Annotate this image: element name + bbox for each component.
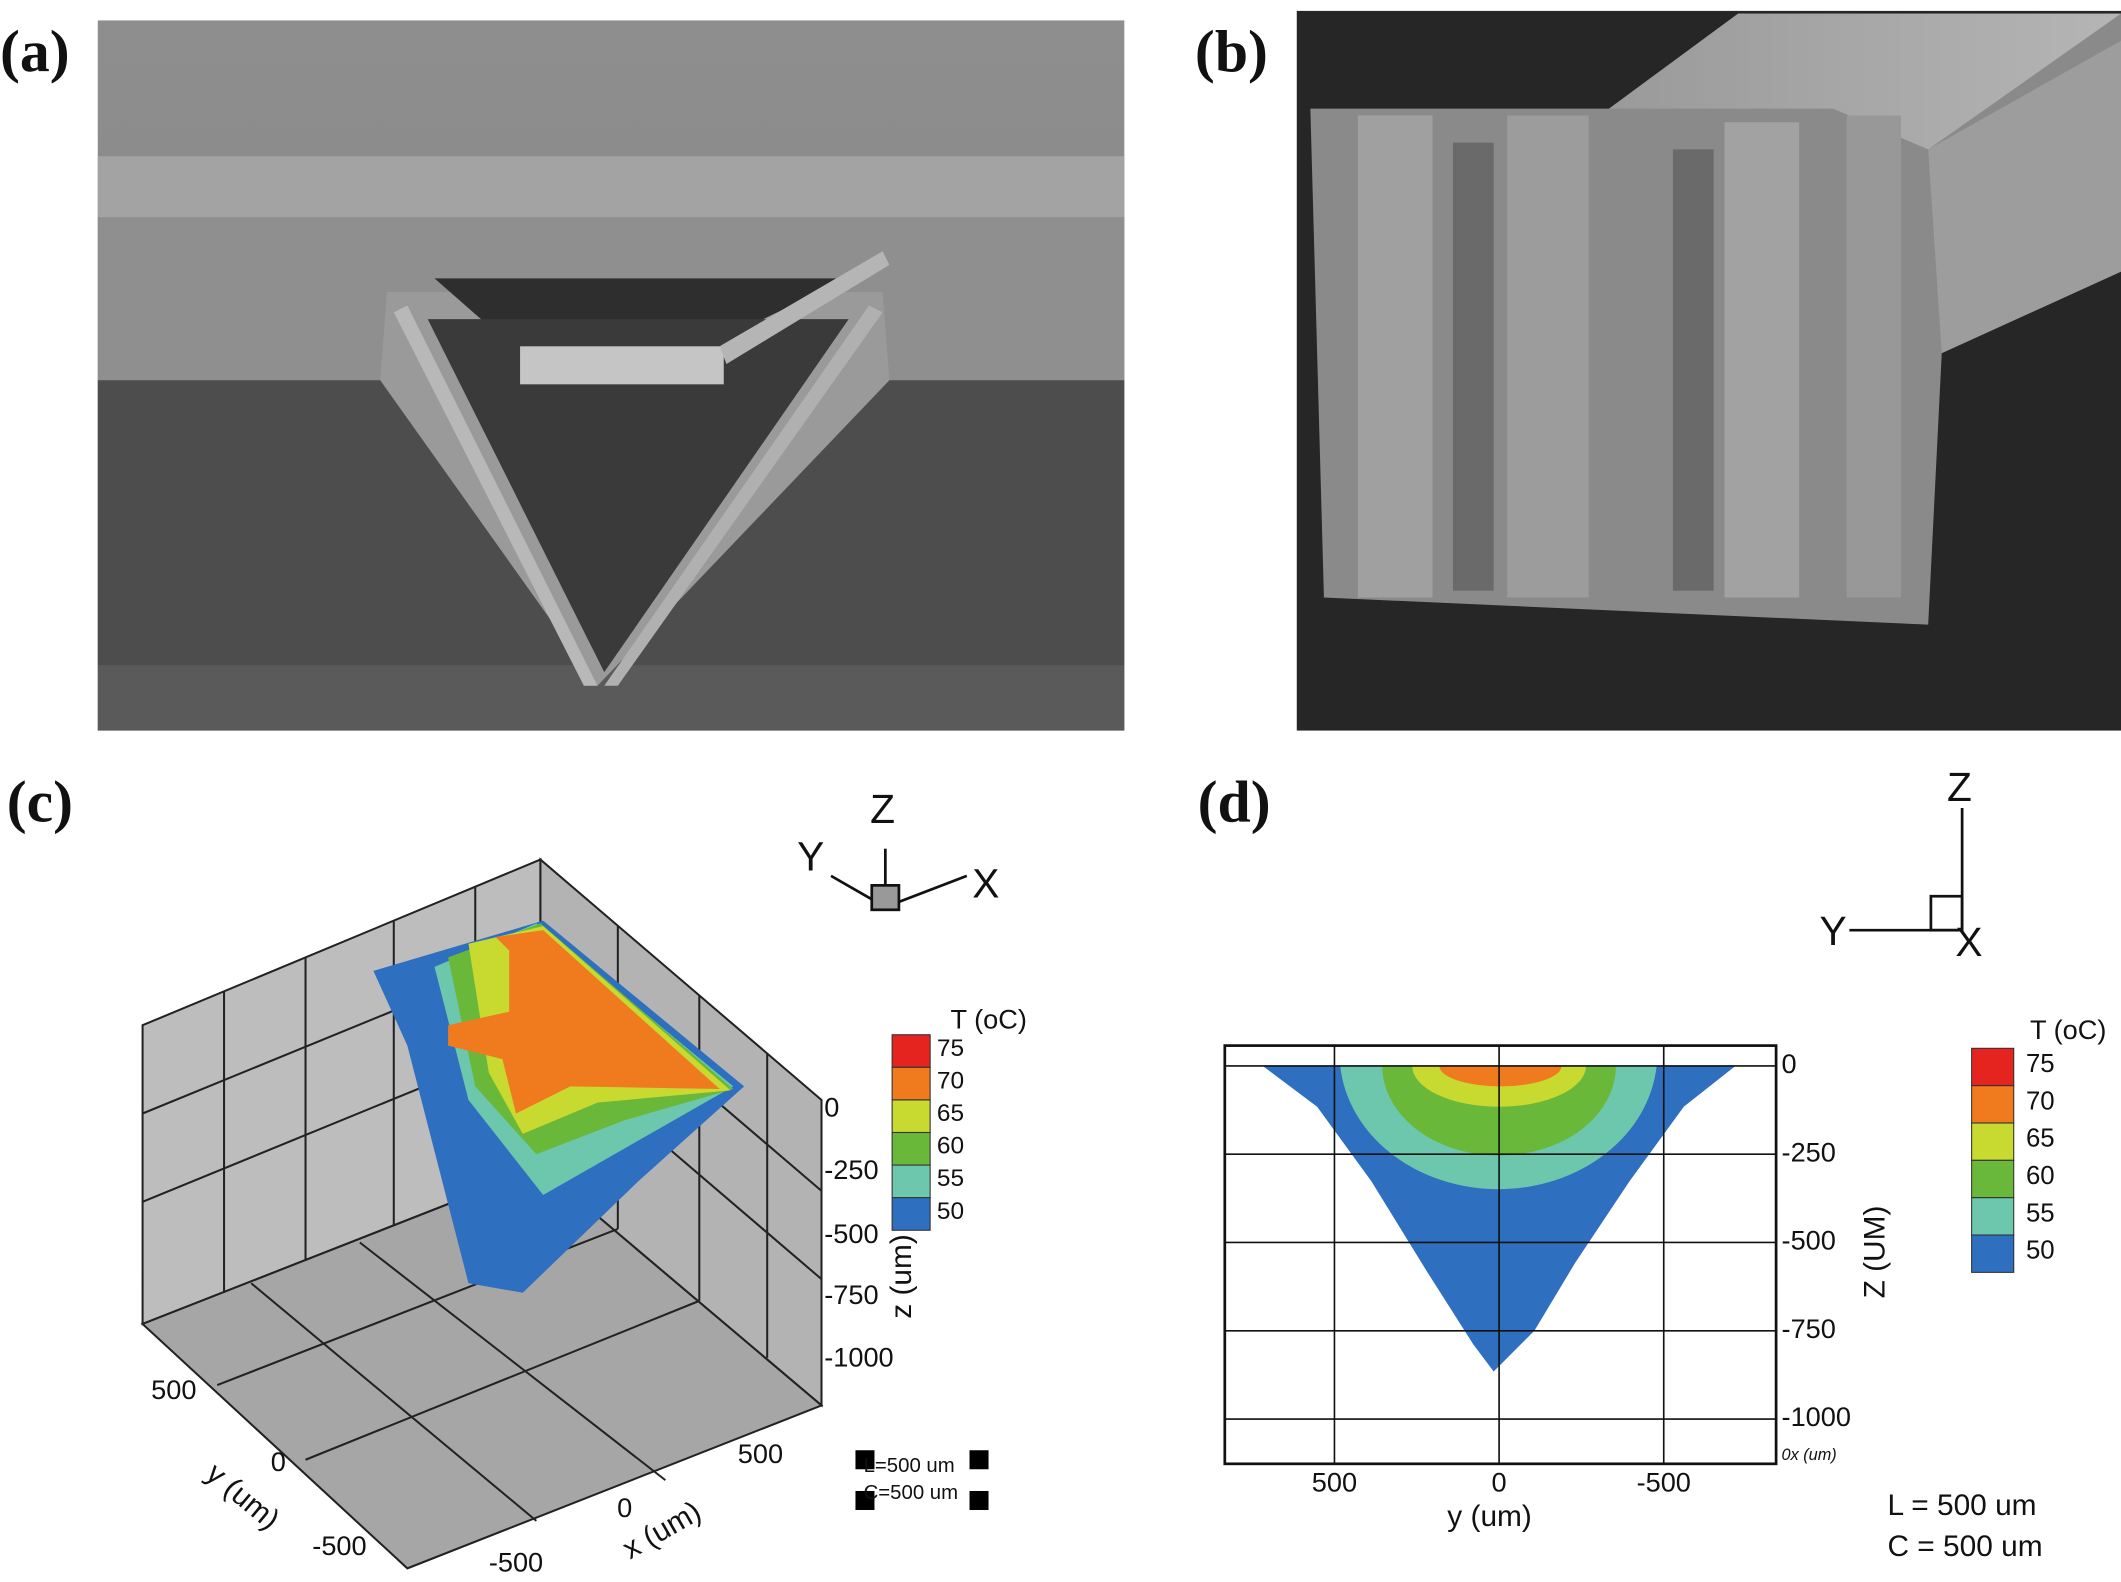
tick-label: -250 [1782, 1136, 1836, 1167]
colorbar-label: 60 [2026, 1162, 2055, 1190]
colorbar-swatch [1971, 1122, 2015, 1161]
tick-label: 500 [151, 1374, 196, 1405]
tick-label: 0 [617, 1492, 632, 1523]
colorbar-swatch [891, 1131, 931, 1166]
tick-label: -250 [824, 1154, 878, 1185]
colorbar: 75 70 65 60 55 50 [1971, 1047, 2055, 1273]
tick-label: 0 [1492, 1466, 1507, 1497]
panel-label: (a) [0, 18, 70, 84]
tick-label: -500 [1782, 1225, 1836, 1256]
plot-frame [1223, 1044, 1778, 1466]
colorbar-swatch [891, 1066, 931, 1101]
note: C=500 um [864, 1482, 959, 1504]
colorbar-label: 55 [2026, 1199, 2055, 1227]
colorbar-label: 50 [937, 1198, 964, 1225]
colorbar-swatch [1971, 1159, 2015, 1199]
colorbar-swatch [891, 1099, 931, 1134]
tick-label: -500 [824, 1218, 878, 1249]
colorbar-title: T (oC) [951, 1003, 1027, 1034]
panel-label: (d) [1198, 769, 1271, 835]
sem-image-b [1296, 10, 2121, 731]
plot-grid: 0 -250 -500 -750 -1000 500 0 -500 [1224, 1045, 1851, 1497]
corner-note: 0x (um) [1782, 1446, 1837, 1464]
colorbar-label: 75 [937, 1035, 964, 1062]
axis-label: y (um) [1447, 1500, 1532, 1533]
colorbar-swatch [1971, 1197, 2015, 1236]
colorbar-swatch [891, 1197, 931, 1231]
colorbar-title: T (oC) [2030, 1014, 2106, 1045]
axis-label: z (um) [885, 1234, 918, 1319]
tick-label: -750 [1782, 1313, 1836, 1344]
tick-label: 0 [271, 1446, 286, 1477]
tick-label: -750 [824, 1279, 878, 1310]
tick-label: 0 [1782, 1048, 1797, 1079]
colorbar-label: 55 [937, 1165, 964, 1192]
colorbar-label: 50 [2026, 1237, 2055, 1265]
tick-label: -500 [489, 1546, 543, 1577]
note: L = 500 um [1887, 1489, 2036, 1522]
note-markers [855, 1450, 989, 1510]
tick-label: -500 [1637, 1466, 1691, 1497]
axis-letter: X [972, 860, 999, 906]
colorbar: 75 70 65 60 55 50 [891, 1034, 964, 1231]
axis-letter: Z [870, 786, 895, 832]
note: C = 500 um [1887, 1530, 2042, 1563]
axis-label: Z (UM) [1858, 1206, 1891, 1299]
panel-label: (c) [7, 769, 73, 835]
colorbar-swatch [1971, 1047, 2015, 1087]
tick-label: 500 [738, 1438, 783, 1469]
tick-label: 0 [824, 1092, 839, 1123]
colorbar-swatch [1971, 1234, 2015, 1273]
axis-letter: Z [1947, 764, 1972, 810]
panel-label: (b) [1195, 18, 1268, 84]
axis-letter: Y [1820, 908, 1847, 954]
colorbar-label: 60 [937, 1133, 964, 1160]
tick-label: -1000 [1782, 1401, 1851, 1432]
tick-label: -1000 [824, 1341, 893, 1372]
temperature-field [373, 920, 745, 1293]
colorbar-swatch [891, 1164, 931, 1199]
colorbar-label: 70 [937, 1067, 964, 1094]
axis-triad [830, 848, 968, 912]
colorbar-label: 70 [2026, 1087, 2055, 1115]
note: L=500 um [864, 1455, 955, 1477]
sem-image-a [97, 20, 1125, 731]
colorbar-label: 65 [937, 1100, 964, 1127]
colorbar-swatch [891, 1034, 931, 1068]
colorbar-label: 65 [2026, 1125, 2055, 1153]
axis-triad [1849, 807, 1964, 932]
colorbar-label: 75 [2026, 1050, 2055, 1078]
axis-letter: X [1955, 919, 1982, 965]
tick-label: -500 [312, 1530, 366, 1561]
tick-label: 500 [1312, 1466, 1357, 1497]
axis-letter: Y [797, 833, 824, 879]
colorbar-swatch [1971, 1085, 2015, 1124]
